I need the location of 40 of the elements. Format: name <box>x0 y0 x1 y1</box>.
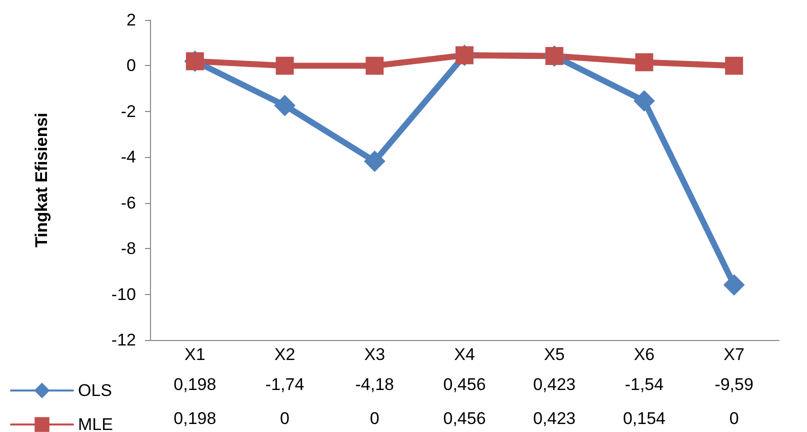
data-label: 0,423 <box>533 375 576 394</box>
y-tick-label: 0 <box>126 56 136 76</box>
x-tick-label: X3 <box>364 345 386 364</box>
y-tick-label: -4 <box>120 148 136 167</box>
data-label: -1,74 <box>265 375 304 394</box>
x-tick-label: X4 <box>454 345 475 364</box>
y-tick-label: -2 <box>120 102 136 121</box>
point <box>634 90 655 112</box>
point <box>724 274 745 296</box>
y-axis-title: Tingkat Efisiensi <box>32 112 51 248</box>
data-label: 0,423 <box>533 409 576 428</box>
point <box>276 56 294 75</box>
x-tick-label: X7 <box>724 345 744 364</box>
data-label: -4,18 <box>355 375 394 394</box>
data-label: 0,198 <box>174 375 216 394</box>
legend-label: MLE <box>78 415 113 432</box>
x-tick-label: X1 <box>184 345 206 364</box>
point <box>364 150 386 172</box>
data-label: 0 <box>280 409 290 428</box>
point <box>274 94 296 116</box>
data-label: -9,59 <box>714 375 754 394</box>
x-tick-label: X2 <box>274 345 296 364</box>
y-tick-label: 2 <box>126 10 136 30</box>
data-label: 0,154 <box>622 409 666 428</box>
x-tick-label: X5 <box>544 345 565 364</box>
y-tick-label: -12 <box>111 330 136 350</box>
data-label: 0 <box>729 409 739 428</box>
point <box>635 53 654 72</box>
data-label: -1,54 <box>624 375 664 394</box>
y-tick-label: -6 <box>120 193 136 212</box>
x-tick-label: X6 <box>634 345 655 364</box>
y-tick-label: -10 <box>111 284 136 304</box>
legend-label: OLS <box>78 381 112 400</box>
point <box>366 56 384 75</box>
data-label: 0,198 <box>174 409 216 428</box>
y-tick-label: -8 <box>120 239 136 258</box>
data-label: 0,456 <box>443 375 486 394</box>
data-label: 0,456 <box>443 409 486 428</box>
data-label: 0 <box>370 409 380 428</box>
point <box>725 56 744 75</box>
